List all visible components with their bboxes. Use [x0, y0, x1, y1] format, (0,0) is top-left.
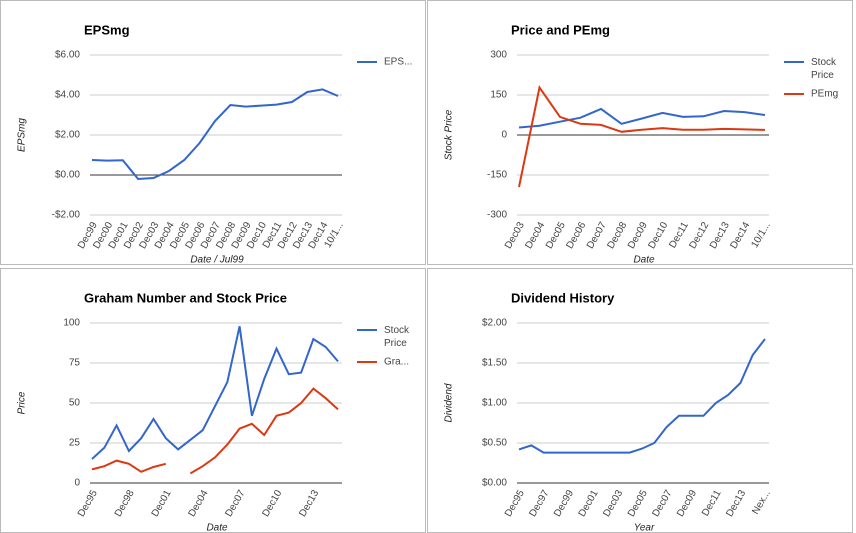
legend-label: EPS... — [384, 57, 412, 68]
y-axis-label: EPSmg — [17, 118, 28, 152]
y-tick-label: $6.00 — [55, 50, 80, 61]
x-axis-label: Year — [634, 523, 655, 533]
y-axis-label: Price — [17, 391, 28, 414]
chart-title: EPSmg — [84, 22, 130, 37]
legend-label: Gra... — [384, 357, 409, 368]
y-axis-label: Dividend — [444, 383, 455, 422]
panel-border — [427, 0, 853, 265]
x-axis-label: Date — [206, 523, 228, 533]
chart-panel: Price and PEmg-300-1500150300Dec03Dec04D… — [427, 0, 853, 266]
y-tick-label: 75 — [69, 358, 81, 369]
y-tick-label: 50 — [69, 398, 81, 409]
y-tick-label: $1.50 — [482, 358, 507, 369]
y-tick-label: $2.00 — [55, 130, 80, 141]
x-axis-label: Date — [633, 255, 655, 266]
chart-title: Dividend History — [511, 290, 615, 305]
chart-title: Graham Number and Stock Price — [84, 290, 287, 305]
y-tick-label: 100 — [63, 318, 80, 329]
y-tick-label: 0 — [74, 478, 80, 489]
series-line — [518, 107, 766, 129]
y-tick-label: 300 — [490, 50, 507, 61]
y-axis-label: Stock Price — [444, 109, 455, 160]
series-line — [518, 338, 766, 454]
panel-border — [0, 268, 426, 533]
series-line — [91, 387, 339, 475]
panel-border — [0, 0, 426, 265]
series-line — [518, 85, 766, 188]
panel-border — [427, 268, 853, 533]
y-tick-label: $1.00 — [482, 398, 507, 409]
series-line — [91, 325, 339, 460]
legend-label: Stock Price — [811, 57, 839, 81]
chart-title: Price and PEmg — [511, 22, 610, 37]
chart-panel: Dividend History $0.00 $0.50 $1.00 $1.50 $2.0… — [427, 268, 853, 533]
y-tick-label: 25 — [69, 438, 81, 449]
y-tick-label: $0.50 — [482, 438, 507, 449]
chart-panel: Graham Number and Stock Price 0 25 50 75 100 D… — [0, 268, 426, 533]
y-tick-label: $0.00 — [482, 478, 507, 489]
legend-label: Stock Price — [384, 325, 412, 349]
y-tick-label: $4.00 — [55, 90, 80, 101]
y-tick-label: -300 — [487, 210, 507, 221]
series-line — [91, 88, 339, 181]
y-tick-label: 150 — [490, 90, 507, 101]
chart-panel: EPSmg-$2.00$0.00$2.00$4.00$6.00Dec99Dec0… — [0, 0, 426, 266]
y-tick-label: -150 — [487, 170, 507, 181]
y-tick-label: $0.00 — [55, 170, 80, 181]
y-tick-label: 0 — [501, 130, 507, 141]
legend-label: PEmg — [811, 89, 838, 100]
y-tick-label: -$2.00 — [52, 210, 81, 221]
x-axis-label: Date / Jul99 — [190, 255, 244, 266]
y-tick-label: $2.00 — [482, 318, 507, 329]
